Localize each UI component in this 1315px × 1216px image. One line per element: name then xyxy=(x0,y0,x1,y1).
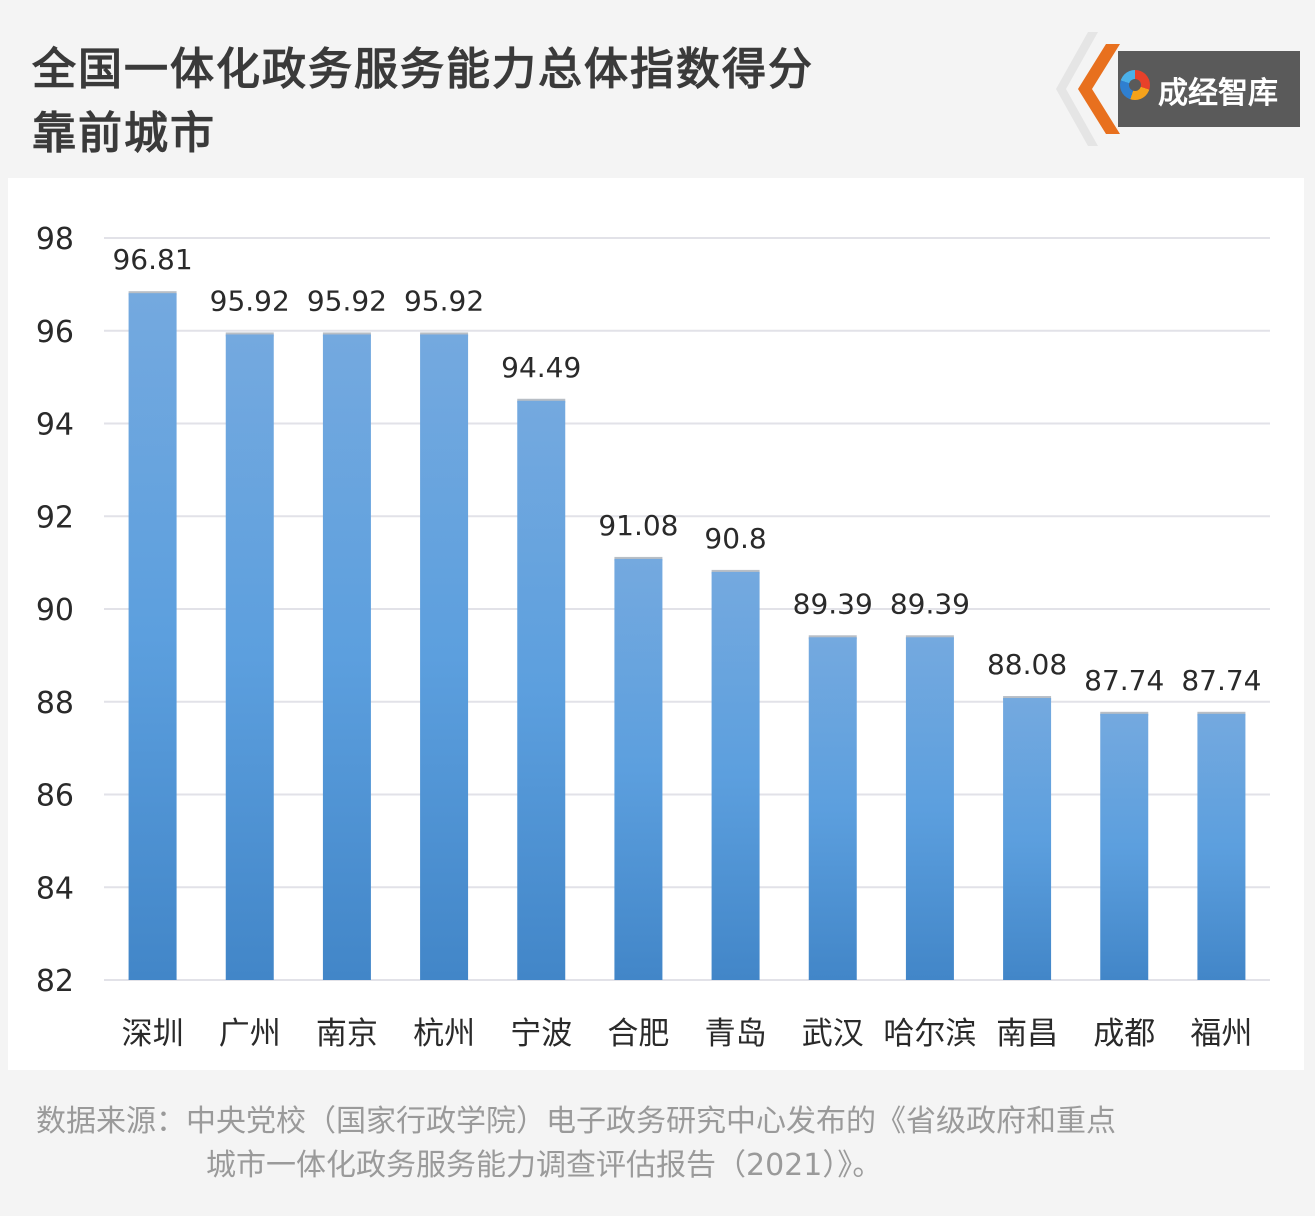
data-label: 94.49 xyxy=(501,351,581,384)
source-label: 数据来源： xyxy=(36,1104,186,1139)
x-tick-label: 南京 xyxy=(316,1016,378,1052)
title-line-2: 靠前城市 xyxy=(32,108,216,159)
bar xyxy=(128,293,177,980)
bar xyxy=(711,571,760,980)
data-label: 88.08 xyxy=(987,648,1067,681)
x-tick-label: 合肥 xyxy=(607,1016,669,1052)
bar xyxy=(905,637,954,980)
bar xyxy=(614,558,663,980)
x-tick-label: 成都 xyxy=(1093,1016,1155,1052)
bar xyxy=(1003,698,1052,980)
bar xyxy=(420,334,469,980)
source-note: 数据来源：中央党校（国家行政学院）电子政务研究中心发布的《省级政府和重点 城市一… xyxy=(36,1100,1286,1188)
data-label: 95.92 xyxy=(404,284,484,317)
y-tick-label: 86 xyxy=(36,779,74,814)
data-labels: 96.81 95.92 95.92 95.92 94.49 91.08 90.8 89.39 8… xyxy=(112,243,1261,697)
data-label: 95.92 xyxy=(307,284,387,317)
data-label: 91.08 xyxy=(598,509,678,542)
logo-text: 成经智库 xyxy=(1158,76,1278,111)
y-tick-label: 92 xyxy=(36,500,74,535)
source-line-2: 城市一体化政务服务能力调查评估报告（2021）》。 xyxy=(206,1148,883,1183)
y-tick-label: 88 xyxy=(36,686,74,721)
title-line-1: 全国一体化政务服务能力总体指数得分 xyxy=(32,44,814,95)
x-tick-label: 福州 xyxy=(1190,1016,1252,1052)
bars xyxy=(128,291,1246,980)
bar xyxy=(322,334,371,980)
x-tick-label: 宁波 xyxy=(510,1016,572,1052)
bar xyxy=(1197,713,1246,980)
y-tick-label: 82 xyxy=(36,964,74,999)
logo-swirl-icon xyxy=(1120,70,1150,100)
source-line-1: 中央党校（国家行政学院）电子政务研究中心发布的《省级政府和重点 xyxy=(186,1104,1116,1139)
x-tick-label: 杭州 xyxy=(413,1016,475,1052)
x-axis: 深圳 广州 南京 杭州 宁波 合肥 青岛 武汉 哈尔滨 南昌 成都 福州 xyxy=(122,1016,1253,1052)
x-tick-label: 哈尔滨 xyxy=(883,1016,976,1052)
data-label: 95.92 xyxy=(210,284,290,317)
gridlines xyxy=(104,237,1270,981)
y-axis: 82 84 86 88 90 92 94 96 98 xyxy=(36,222,74,999)
data-label: 89.39 xyxy=(793,587,873,620)
bar xyxy=(517,400,566,980)
bar xyxy=(808,637,857,980)
logo-chevron-icon xyxy=(1056,32,1120,146)
data-label: 90.8 xyxy=(704,522,766,555)
y-tick-label: 96 xyxy=(36,315,74,350)
x-tick-label: 南昌 xyxy=(996,1016,1058,1052)
y-tick-label: 90 xyxy=(36,593,74,628)
y-tick-label: 98 xyxy=(36,222,74,257)
data-label: 87.74 xyxy=(1084,664,1164,697)
chart-panel: 82 84 86 88 90 92 94 96 98 96.81 95.92 95.92 95.92 9… xyxy=(8,178,1304,1070)
data-label: 87.74 xyxy=(1181,664,1261,697)
x-tick-label: 广州 xyxy=(219,1016,281,1052)
x-tick-label: 深圳 xyxy=(122,1016,184,1052)
data-label: 96.81 xyxy=(112,243,192,276)
bar xyxy=(225,334,274,980)
data-label: 89.39 xyxy=(890,587,970,620)
bar xyxy=(1100,713,1149,980)
x-tick-label: 青岛 xyxy=(705,1016,767,1052)
x-tick-label: 武汉 xyxy=(802,1016,864,1052)
y-tick-label: 94 xyxy=(36,408,74,443)
chart-title: 全国一体化政务服务能力总体指数得分 靠前城市 xyxy=(32,38,814,166)
y-tick-label: 84 xyxy=(36,871,74,906)
brand-logo: 成经智库 xyxy=(1046,30,1306,148)
